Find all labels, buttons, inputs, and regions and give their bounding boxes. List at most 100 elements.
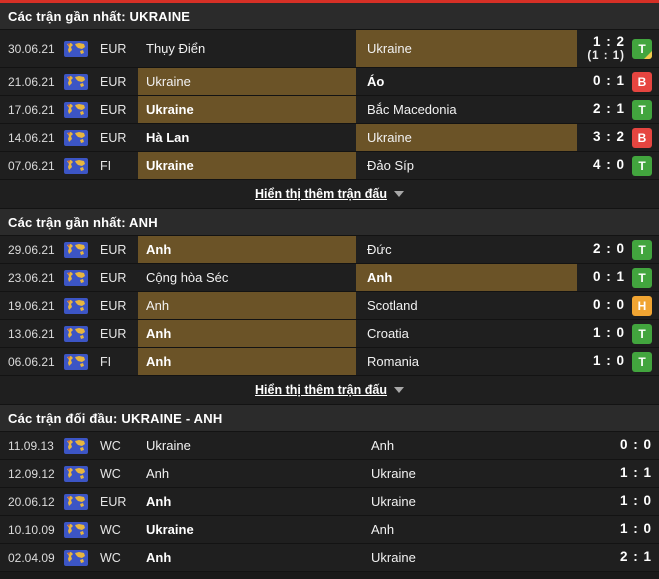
competition-code: EUR [100,74,127,89]
away-team-name: Ukraine [371,494,416,509]
home-team-name: Anh [146,550,172,565]
home-team-name: Anh [146,494,172,509]
match-row[interactable]: 06.06.21 FI Anh Romania 1 : 0 T [0,348,659,376]
home-team-cell: Ukraine [138,152,356,179]
match-date: 10.10.09 [8,522,55,537]
match-row[interactable]: 20.06.12 EUR Anh Ukraine 1 : 0 [0,488,659,516]
score-fulltime: 1 : 1 [619,465,652,481]
score: 1 : 0 [585,493,659,509]
away-team-cell: Đức [356,236,577,263]
match-row[interactable]: 21.06.21 EUR Ukraine Áo 0 : 1 B [0,68,659,96]
score: 0 : 1 [577,73,625,89]
home-team-cell: Anh [138,320,356,347]
home-team-name: Anh [146,354,172,369]
caret-down-icon [393,191,404,197]
match-row[interactable]: 12.09.12 WC Anh Ukraine 1 : 1 [0,460,659,488]
home-team-name: Cộng hòa Séc [146,270,229,285]
score-fulltime: 1 : 0 [619,493,652,509]
score-fulltime: 1 : 0 [592,325,625,341]
score: 4 : 0 [577,157,625,173]
competition-code: EUR [100,298,127,313]
home-team-cell: Ukraine [138,432,360,459]
score-fulltime: 2 : 1 [592,101,625,117]
result-badge: T [632,99,652,120]
competition-code: EUR [100,102,127,117]
result-badge: T [632,38,652,59]
away-team-name: Đức [367,242,392,257]
match-date: 13.06.21 [8,326,55,341]
home-team-cell: Anh [138,292,356,319]
away-team-name: Croatia [367,326,409,341]
home-team-cell: Anh [138,348,356,375]
away-team-name: Bắc Macedonia [367,102,457,117]
home-team-name: Anh [146,298,170,313]
competition-code: WC [100,466,121,481]
match-date: 29.06.21 [8,242,55,257]
score: 0 : 1 [577,269,625,285]
match-row[interactable]: 02.04.09 WC Anh Ukraine 2 : 1 [0,544,659,572]
score: 1 : 1 [585,465,659,481]
away-team-cell: Áo [356,68,577,95]
competition-code: WC [100,438,121,453]
match-date: 30.06.21 [8,41,55,56]
match-row[interactable]: 10.10.09 WC Ukraine Anh 1 : 0 [0,516,659,544]
score-fulltime: 2 : 1 [619,549,652,565]
match-row[interactable]: 14.06.21 EUR Hà Lan Ukraine 3 : 2 B [0,124,659,152]
section-title: Các trận gần nhất: ANH [0,209,659,236]
match-list: 30.06.21 EUR Thụy Điển Ukraine 1 : 2 (1 … [0,30,659,180]
competition-code: EUR [100,242,127,257]
match-row[interactable]: 13.06.21 EUR Anh Croatia 1 : 0 T [0,320,659,348]
competition-code: WC [100,522,121,537]
show-more-link[interactable]: Hiển thị thêm trận đấu [255,383,404,397]
match-row[interactable]: 29.06.21 EUR Anh Đức 2 : 0 T [0,236,659,264]
match-date: 06.06.21 [8,354,55,369]
home-team-cell: Thụy Điển [138,30,356,67]
score: 0 : 0 [585,437,659,453]
score-fulltime: 3 : 2 [592,129,625,145]
match-date: 19.06.21 [8,298,55,313]
score-fulltime: 1 : 2 [592,33,625,49]
world-map-icon [64,40,88,57]
world-map-icon [64,129,88,146]
match-list: 11.09.13 WC Ukraine Anh 0 : 0 12.09.12 [0,432,659,572]
match-row[interactable]: 07.06.21 FI Ukraine Đảo Síp 4 : 0 T [0,152,659,180]
competition-code: EUR [100,494,127,509]
match-date: 07.06.21 [8,158,55,173]
away-team-name: Ukraine [371,466,416,481]
home-team-name: Anh [146,466,170,481]
home-team-cell: Ukraine [138,68,356,95]
score-fulltime: 0 : 1 [592,269,625,285]
away-team-cell: Ukraine [356,30,577,67]
match-date: 02.04.09 [8,550,55,565]
show-more-link[interactable]: Hiển thị thêm trận đấu [255,187,404,201]
home-team-cell: Anh [138,460,360,487]
home-team-name: Ukraine [146,74,191,89]
match-date: 12.09.12 [8,466,55,481]
match-row[interactable]: 19.06.21 EUR Anh Scotland 0 : 0 H [0,292,659,320]
world-map-icon [64,241,88,258]
show-more-label: Hiển thị thêm trận đấu [255,383,387,397]
match-date: 21.06.21 [8,74,55,89]
competition-code: WC [100,550,121,565]
match-row[interactable]: 30.06.21 EUR Thụy Điển Ukraine 1 : 2 (1 … [0,30,659,68]
home-team-name: Thụy Điển [146,41,206,56]
match-row[interactable]: 17.06.21 EUR Ukraine Bắc Macedonia 2 : 1… [0,96,659,124]
home-team-cell: Cộng hòa Séc [138,264,356,291]
home-team-cell: Hà Lan [138,124,356,151]
score: 3 : 2 [577,129,625,145]
away-team-cell: Bắc Macedonia [356,96,577,123]
match-row[interactable]: 23.06.21 EUR Cộng hòa Séc Anh 0 : 1 T [0,264,659,292]
away-team-cell: Ukraine [360,488,585,515]
home-team-name: Hà Lan [146,130,190,145]
away-team-name: Áo [367,74,385,89]
top-accent-border [0,0,659,3]
away-team-cell: Ukraine [356,124,577,151]
away-team-name: Ukraine [367,41,412,56]
home-team-name: Anh [146,326,172,341]
world-map-icon [64,297,88,314]
match-date: 14.06.21 [8,130,55,145]
match-row[interactable]: 11.09.13 WC Ukraine Anh 0 : 0 [0,432,659,460]
score-halftime: (1 : 1) [587,49,625,62]
away-team-cell: Anh [360,516,585,543]
